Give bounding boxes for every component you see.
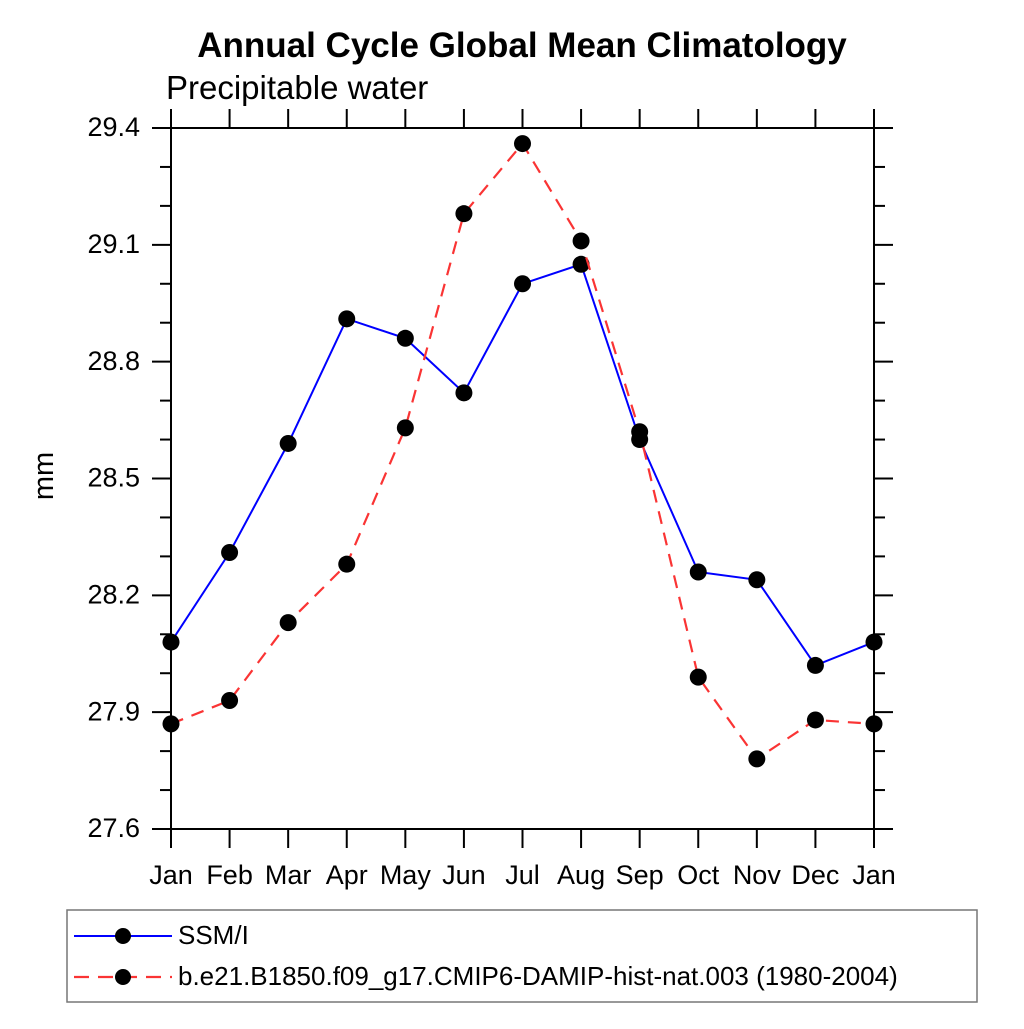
plot-frame <box>170 127 875 830</box>
y-tick-label: 28.2 <box>87 579 140 609</box>
series-line-1 <box>170 141 875 761</box>
series-group <box>162 135 883 768</box>
y-tick-label: 28.5 <box>87 463 140 493</box>
x-tick-label: Feb <box>206 860 253 890</box>
x-tick-label: Sep <box>616 860 664 890</box>
data-point-marker <box>279 614 297 632</box>
chart-title: Annual Cycle Global Mean Climatology <box>197 26 847 65</box>
data-point-marker <box>162 715 180 733</box>
data-point-marker <box>865 715 883 733</box>
x-tick-label: Dec <box>791 860 839 890</box>
y-tick-label: 29.4 <box>87 112 140 142</box>
data-point-marker <box>748 571 766 589</box>
y-axis-title: mm <box>28 452 60 500</box>
data-point-marker <box>748 750 766 768</box>
data-point-marker <box>396 329 414 347</box>
data-point-marker <box>338 555 356 573</box>
y-tick-label: 27.6 <box>87 813 140 843</box>
legend-label: SSM/I <box>178 920 249 950</box>
data-point-marker <box>514 135 531 153</box>
data-point-marker <box>162 633 180 651</box>
data-point-marker <box>455 205 473 223</box>
data-point-marker <box>279 434 297 452</box>
legend-label: b.e21.B1850.f09_g17.CMIP6-DAMIP-hist-nat… <box>178 961 898 991</box>
legend-box <box>66 909 978 1003</box>
y-tick-label: 28.8 <box>87 346 140 376</box>
data-point-marker <box>572 232 590 250</box>
y-tick-label: 27.9 <box>87 696 140 726</box>
chart-subtitle: Precipitable water <box>166 69 428 106</box>
x-tick-label: Jan <box>149 860 193 890</box>
x-tick-label: Oct <box>677 860 720 890</box>
x-tick-label: May <box>380 860 432 890</box>
x-tick-label: Apr <box>326 860 368 890</box>
data-point-marker <box>865 633 883 651</box>
x-tick-label: Jun <box>442 860 486 890</box>
x-tick-label: Jul <box>505 860 540 890</box>
data-point-marker <box>806 711 824 729</box>
x-tick-label: Nov <box>733 860 782 890</box>
data-point-marker <box>338 310 356 328</box>
axes-group: 27.6 27.9 28.2 28.5 28.8 29.1 29.4 Jan Feb Mar Apr… <box>87 109 896 890</box>
data-point-marker <box>221 691 239 709</box>
x-tick-label: Mar <box>265 860 312 890</box>
data-point-marker <box>572 255 590 273</box>
data-point-marker <box>221 543 239 561</box>
data-point-marker <box>455 384 473 402</box>
legend-group: SSM/I b.e21.B1850.f09_g17.CMIP6-DAMIP-his… <box>66 909 978 1003</box>
legend-marker-icon <box>115 969 131 985</box>
series-line-0 <box>170 263 875 667</box>
data-point-marker <box>689 563 707 581</box>
data-point-marker <box>514 275 531 293</box>
data-point-marker <box>396 419 414 437</box>
data-point-marker <box>631 423 649 441</box>
x-tick-label: Aug <box>557 860 605 890</box>
legend-marker-icon <box>115 928 131 944</box>
data-point-marker <box>806 656 824 674</box>
data-point-marker <box>689 668 707 686</box>
y-tick-label: 29.1 <box>87 229 140 259</box>
x-tick-label: Jan <box>852 860 896 890</box>
